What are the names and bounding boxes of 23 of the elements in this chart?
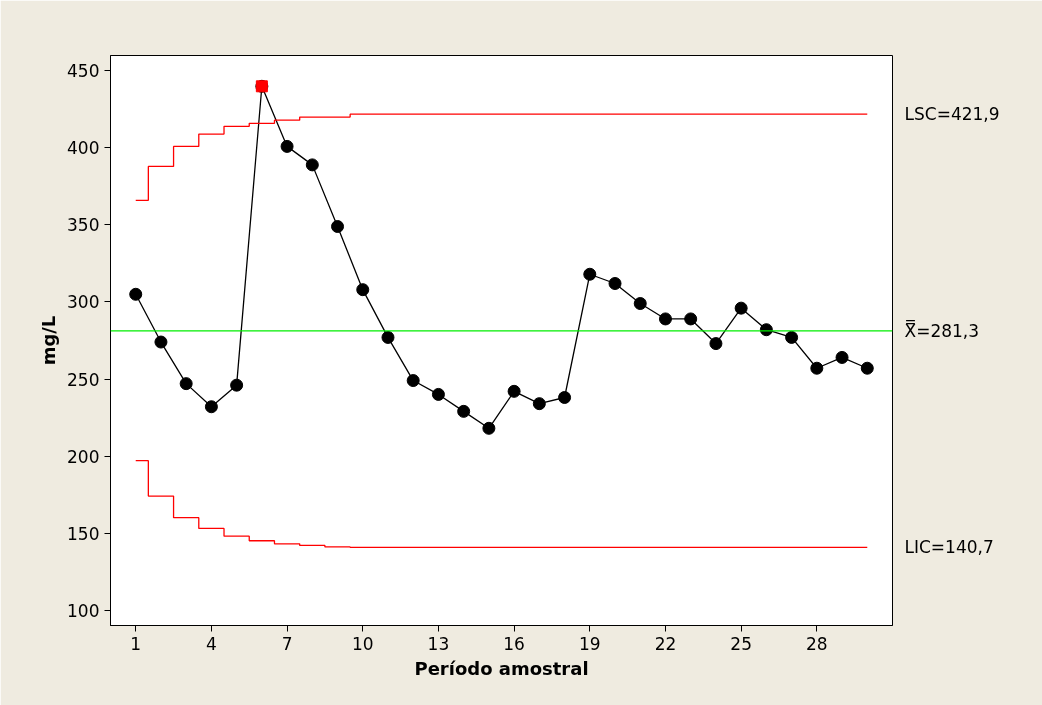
y-tick-label: 200: [67, 446, 100, 467]
x-tick-label: 25: [730, 633, 752, 654]
y-tick-label: 450: [67, 61, 100, 82]
y-tick-label: 150: [67, 523, 100, 544]
y-tick-label: 300: [67, 292, 100, 313]
x-tick-label: 16: [503, 633, 525, 654]
ref-line-label: X̿=281,3: [904, 318, 980, 341]
x-tick-label: 13: [427, 633, 450, 654]
y-tick-label: 350: [67, 215, 100, 236]
text: LSC=421,9: [904, 104, 1000, 125]
x-tick-label: 28: [806, 633, 828, 654]
y-tick-label: 400: [67, 138, 100, 159]
x-tick-label: 10: [351, 633, 374, 654]
y-axis-title: mg/L: [38, 315, 60, 366]
x-axis-title: Período amostral: [414, 657, 589, 679]
x-tick-label: 1: [130, 633, 142, 654]
x-tick-label: 19: [578, 633, 601, 654]
x-tick-label: 7: [281, 633, 293, 654]
text: LIC=140,7: [904, 537, 994, 558]
y-tick-label: 250: [67, 369, 100, 390]
x-tick-label: 22: [654, 633, 677, 654]
y-tick-label: 100: [67, 600, 100, 621]
x-tick-label: 4: [206, 633, 217, 654]
